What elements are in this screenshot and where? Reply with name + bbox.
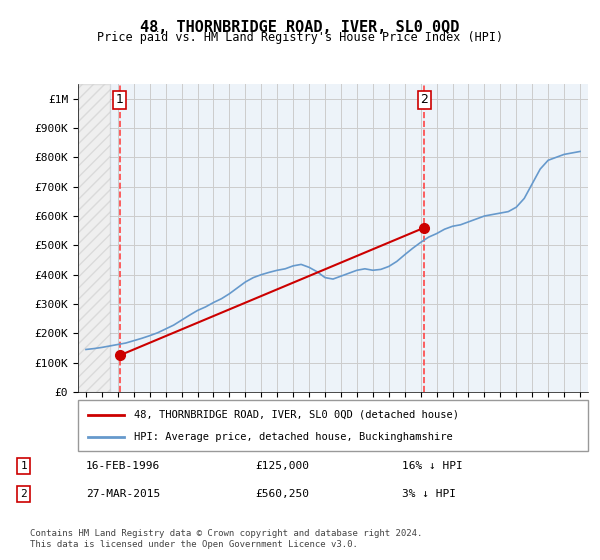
Text: 16% ↓ HPI: 16% ↓ HPI [401, 461, 462, 471]
Text: 48, THORNBRIDGE ROAD, IVER, SL0 0QD: 48, THORNBRIDGE ROAD, IVER, SL0 0QD [140, 20, 460, 35]
Bar [78, 84, 588, 392]
Text: 2: 2 [421, 93, 428, 106]
FancyBboxPatch shape [78, 400, 588, 451]
Bar [78, 84, 110, 392]
Text: £125,000: £125,000 [255, 461, 309, 471]
Text: Contains HM Land Registry data © Crown copyright and database right 2024.
This d: Contains HM Land Registry data © Crown c… [30, 529, 422, 549]
Text: 2: 2 [20, 489, 27, 499]
Text: £560,250: £560,250 [255, 489, 309, 499]
Text: Price paid vs. HM Land Registry's House Price Index (HPI): Price paid vs. HM Land Registry's House … [97, 31, 503, 44]
Text: 1: 1 [20, 461, 27, 471]
Text: 27-MAR-2015: 27-MAR-2015 [86, 489, 160, 499]
Text: HPI: Average price, detached house, Buckinghamshire: HPI: Average price, detached house, Buck… [134, 432, 453, 442]
Text: 1: 1 [116, 93, 124, 106]
Text: 3% ↓ HPI: 3% ↓ HPI [401, 489, 455, 499]
Text: 48, THORNBRIDGE ROAD, IVER, SL0 0QD (detached house): 48, THORNBRIDGE ROAD, IVER, SL0 0QD (det… [134, 409, 459, 419]
Bar [78, 84, 110, 392]
Text: 16-FEB-1996: 16-FEB-1996 [86, 461, 160, 471]
